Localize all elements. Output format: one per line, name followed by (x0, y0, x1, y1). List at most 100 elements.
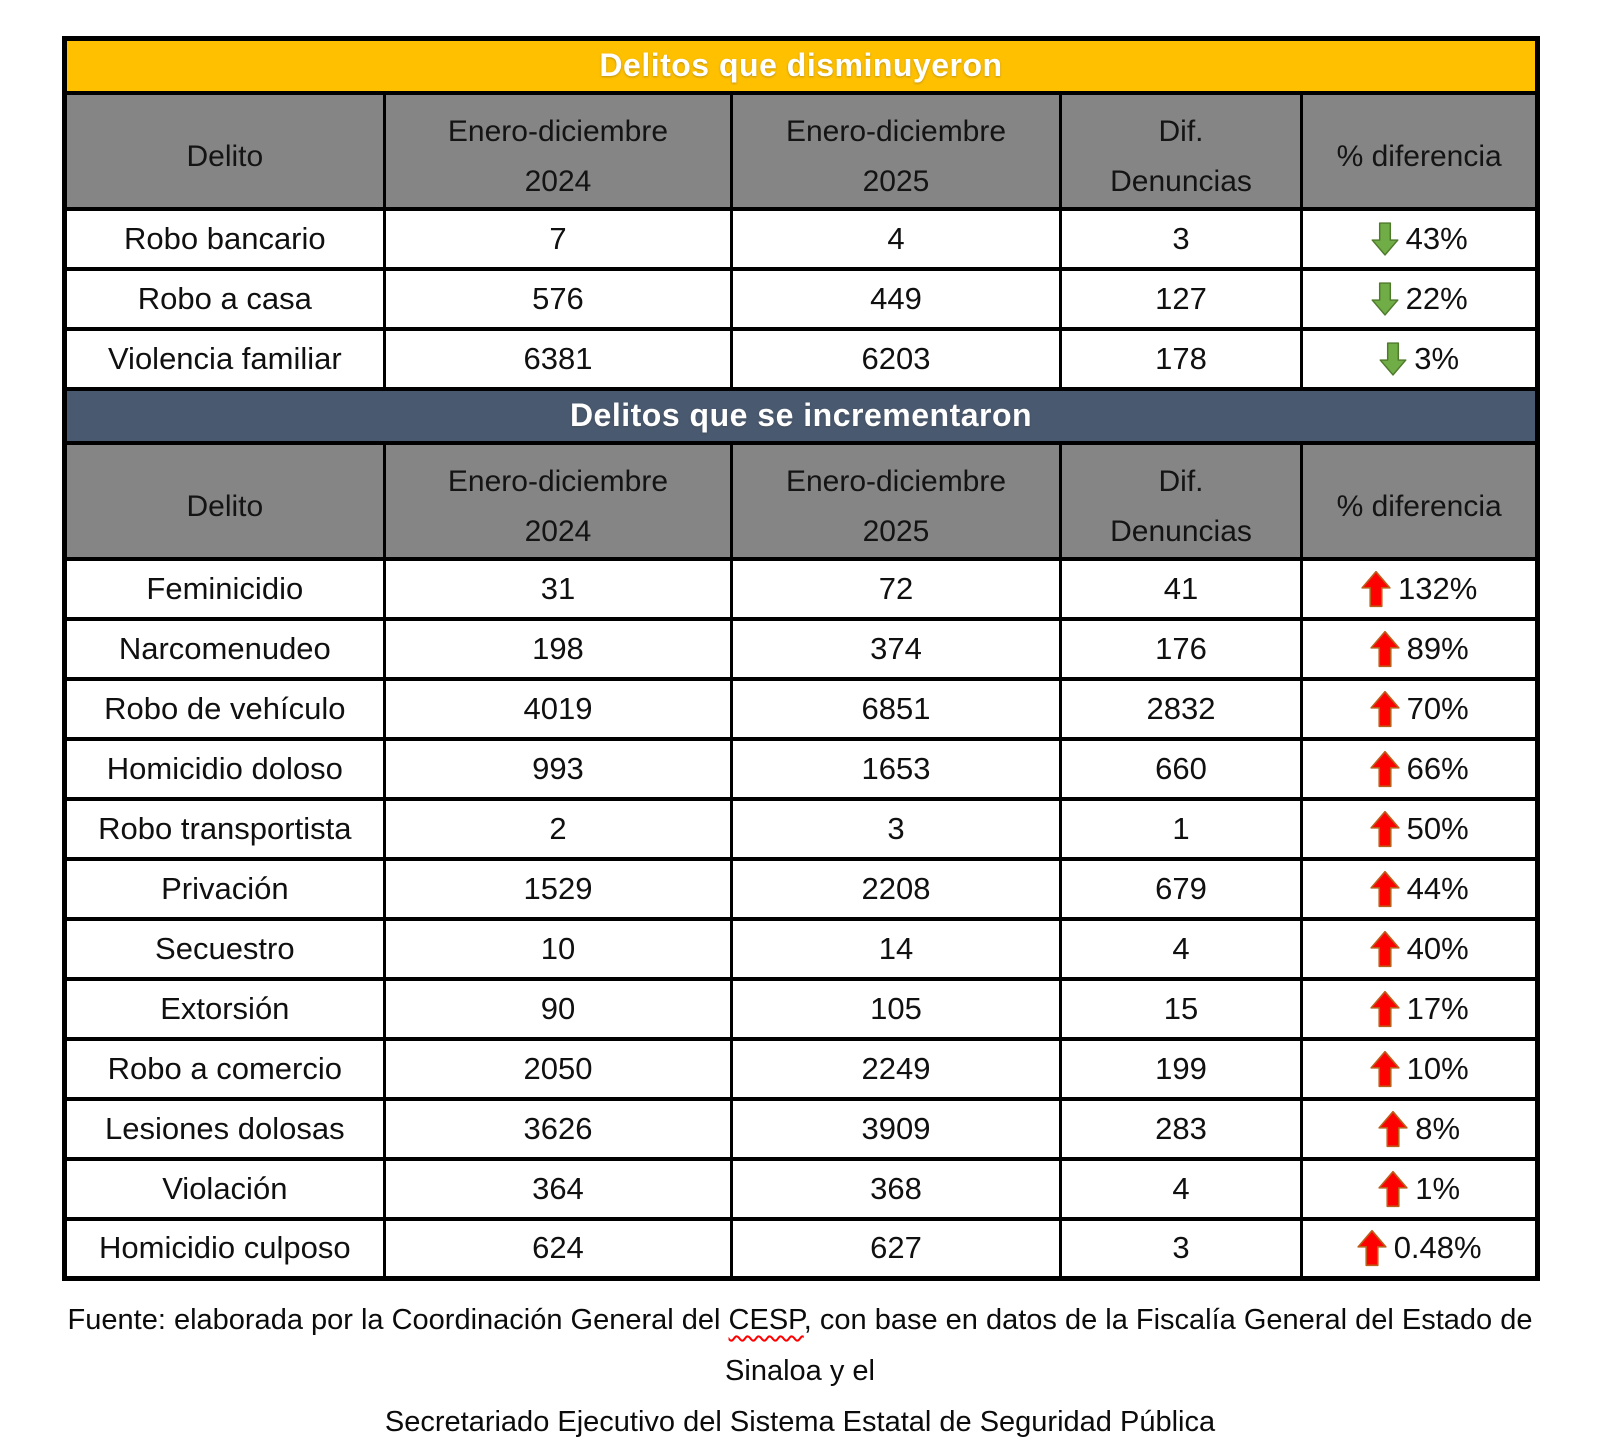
column-header-label: Enero-diciembre (447, 114, 668, 148)
column-header-pct-diferencia: % diferencia (1300, 440, 1539, 561)
value-dif: 2832 (1058, 676, 1304, 741)
pct-label: 0.48% (1393, 1230, 1482, 1266)
crime-name: Narcomenudeo (63, 616, 386, 681)
table-row: Homicidio doloso 993 1653 660 66% (63, 736, 1539, 801)
source-note: Fuente: elaborada por la Coordinación Ge… (30, 1295, 1570, 1447)
table-row: Robo bancario 7 4 3 43% (63, 206, 1539, 271)
column-header-delito: Delito (63, 440, 386, 561)
increase-arrow-icon (1369, 870, 1400, 908)
pct-label: 89% (1406, 630, 1469, 666)
pct-label: 1% (1415, 1170, 1461, 1206)
value-2025: 72 (730, 556, 1062, 621)
value-dif: 679 (1058, 856, 1304, 921)
value-pct: 1% (1300, 1156, 1539, 1221)
value-pct: 50% (1300, 796, 1539, 861)
value-dif: 176 (1058, 616, 1304, 681)
value-pct: 3% (1300, 326, 1539, 391)
value-dif: 283 (1058, 1096, 1304, 1161)
value-2025: 4 (730, 206, 1062, 271)
column-header-2025: Enero-diciembre 2025 (730, 90, 1062, 211)
source-text-prefix: Fuente: elaborada por la Coordinación Ge… (67, 1304, 729, 1336)
crime-stats-table: Delitos que disminuyeron Delito Enero-di… (62, 36, 1540, 1281)
value-2025: 449 (730, 266, 1062, 331)
column-header-label: 2025 (862, 514, 930, 548)
table-row: Violencia familiar 6381 6203 178 3% (63, 326, 1539, 391)
pct-label: 43% (1405, 220, 1468, 256)
column-header-pct-diferencia: % diferencia (1300, 90, 1539, 211)
increase-arrow-icon (1369, 690, 1400, 728)
table-row: Robo de vehículo 4019 6851 2832 70% (63, 676, 1539, 741)
crime-name: Robo transportista (63, 796, 386, 861)
value-2025: 6203 (730, 326, 1062, 391)
pct-label: 22% (1405, 280, 1468, 316)
value-2024: 576 (382, 266, 734, 331)
table-row: Narcomenudeo 198 374 176 89% (63, 616, 1539, 681)
crime-name: Robo a comercio (63, 1036, 386, 1101)
crime-name: Robo bancario (63, 206, 386, 271)
value-pct: 70% (1300, 676, 1539, 741)
crime-name: Robo a casa (63, 266, 386, 331)
section-header-increased: Delitos que se incrementaron (63, 386, 1539, 445)
pct-label: 17% (1406, 990, 1469, 1026)
table-row: Violación 364 368 4 1% (63, 1156, 1539, 1221)
value-2025: 14 (730, 916, 1062, 981)
value-2024: 2 (382, 796, 734, 861)
value-pct: 66% (1300, 736, 1539, 801)
table-row: Robo a casa 576 449 127 22% (63, 266, 1539, 331)
increase-arrow-icon (1369, 750, 1400, 788)
value-2025: 368 (730, 1156, 1062, 1221)
increase-arrow-icon (1369, 990, 1400, 1028)
column-header-label: Dif. (1158, 114, 1204, 148)
table-row: Privación 1529 2208 679 44% (63, 856, 1539, 921)
value-2024: 364 (382, 1156, 734, 1221)
crime-name: Feminicidio (63, 556, 386, 621)
source-text-line2: Secretariado Ejecutivo del Sistema Estat… (384, 1405, 1216, 1438)
pct-label: 66% (1406, 750, 1469, 786)
section-header-decreased: Delitos que disminuyeron (63, 36, 1539, 95)
value-dif: 3 (1058, 206, 1304, 271)
value-pct: 89% (1300, 616, 1539, 681)
value-2025: 105 (730, 976, 1062, 1041)
table-row: Robo a comercio 2050 2249 199 10% (63, 1036, 1539, 1101)
increase-arrow-icon (1361, 570, 1391, 608)
value-2025: 1653 (730, 736, 1062, 801)
value-dif: 3 (1058, 1216, 1304, 1281)
decrease-arrow-icon (1371, 221, 1399, 256)
pct-label: 50% (1406, 810, 1469, 846)
value-2024: 3626 (382, 1096, 734, 1161)
value-2024: 1529 (382, 856, 734, 921)
source-text-suffix: , con base en datos de la Fiscalía Gener… (725, 1304, 1533, 1387)
value-2025: 3 (730, 796, 1062, 861)
value-dif: 127 (1058, 266, 1304, 331)
pct-label: 40% (1406, 930, 1469, 966)
column-header-delito: Delito (63, 90, 386, 211)
column-header-dif-denuncias: Dif. Denuncias (1058, 440, 1304, 561)
value-pct: 8% (1300, 1096, 1539, 1161)
value-dif: 199 (1058, 1036, 1304, 1101)
value-pct: 17% (1300, 976, 1539, 1041)
value-pct: 132% (1300, 556, 1539, 621)
table-row: Feminicidio 31 72 41 132% (63, 556, 1539, 621)
pct-label: 44% (1406, 870, 1469, 906)
increase-arrow-icon (1369, 630, 1400, 668)
column-header-2025: Enero-diciembre 2025 (730, 440, 1062, 561)
value-dif: 15 (1058, 976, 1304, 1041)
value-2024: 993 (382, 736, 734, 801)
value-dif: 178 (1058, 326, 1304, 391)
crime-name: Lesiones dolosas (63, 1096, 386, 1161)
value-pct: 22% (1300, 266, 1539, 331)
column-header-label: 2025 (862, 164, 930, 198)
value-2024: 6381 (382, 326, 734, 391)
column-header-label: Denuncias (1110, 514, 1252, 548)
value-2024: 90 (382, 976, 734, 1041)
column-header-2024: Enero-diciembre 2024 (382, 440, 734, 561)
table-row: Extorsión 90 105 15 17% (63, 976, 1539, 1041)
column-header-row: Delito Enero-diciembre 2024 Enero-diciem… (63, 90, 1539, 211)
crime-name: Secuestro (63, 916, 386, 981)
value-pct: 40% (1300, 916, 1539, 981)
column-header-label: % diferencia (1336, 489, 1502, 523)
pct-label: 8% (1415, 1110, 1461, 1146)
value-dif: 41 (1058, 556, 1304, 621)
increase-arrow-icon (1369, 1050, 1400, 1088)
value-2024: 624 (382, 1216, 734, 1281)
